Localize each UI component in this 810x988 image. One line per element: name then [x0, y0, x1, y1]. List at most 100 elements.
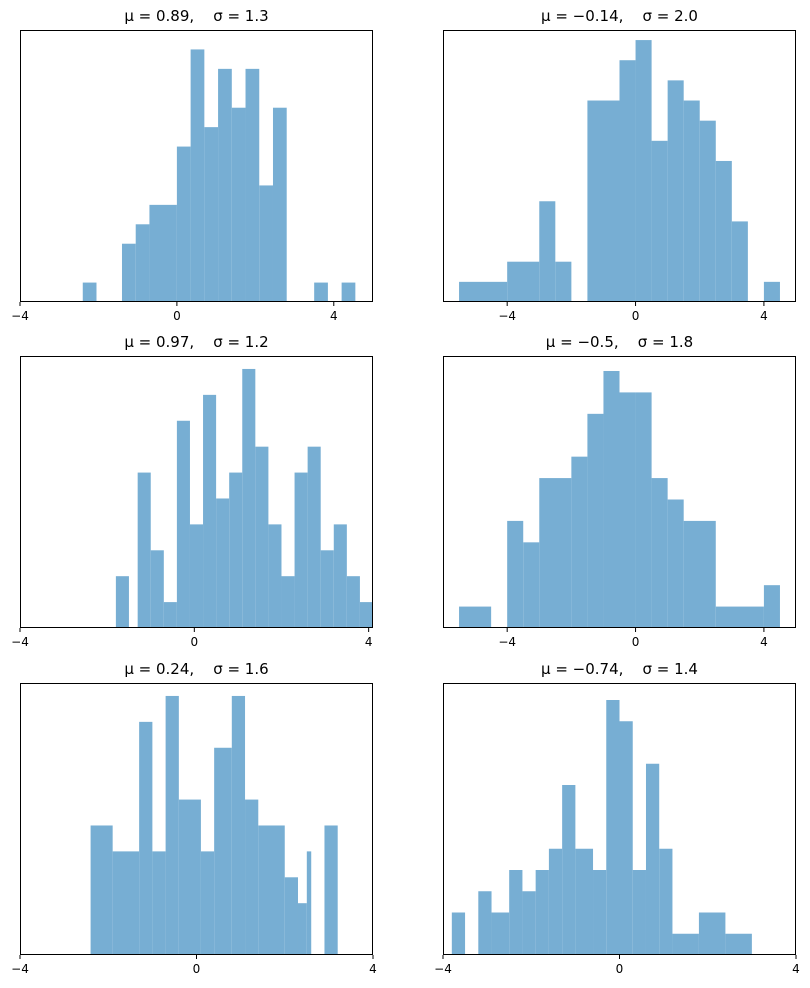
- histogram-bar: [619, 721, 633, 955]
- x-tick-label: 4: [330, 309, 338, 323]
- histogram-bar: [698, 912, 726, 955]
- histogram-bar: [245, 68, 260, 302]
- histogram-bar: [189, 524, 204, 628]
- x-tick-label: 4: [760, 309, 768, 323]
- histogram-bar: [667, 80, 684, 303]
- axes-frame: [443, 30, 796, 302]
- histogram-bar: [491, 912, 510, 955]
- histogram-bar: [258, 825, 285, 955]
- x-tick-label: 0: [191, 635, 199, 649]
- histogram-bar: [242, 368, 256, 628]
- x-tick-label: 0: [193, 962, 201, 976]
- histogram-bar: [763, 585, 780, 628]
- histogram-panel-5: −4 0 4 μ = 0.24, σ = 1.6: [11, 660, 377, 976]
- x-tick-label: 0: [632, 309, 640, 323]
- histogram-bar: [645, 763, 660, 955]
- histogram-bar: [731, 221, 748, 302]
- x-tick-label: −4: [11, 309, 29, 323]
- axes-frame: [20, 356, 373, 628]
- axes-frame: [443, 683, 796, 955]
- histogram-bar: [683, 520, 716, 628]
- histogram-bar: [359, 602, 373, 628]
- histogram-bar: [725, 933, 752, 955]
- x-tick-label: 4: [369, 962, 377, 976]
- histogram-bar: [281, 576, 295, 628]
- histogram-bar: [619, 60, 636, 302]
- chart-title: μ = 0.97, σ = 1.2: [124, 333, 268, 351]
- chart-title: μ = −0.14, σ = 2.0: [541, 7, 698, 25]
- histogram-bar: [346, 576, 360, 628]
- histogram-bar: [284, 877, 298, 955]
- x-tick-label: −4: [11, 635, 29, 649]
- histogram-bar: [165, 695, 179, 955]
- histogram-bar: [509, 870, 523, 955]
- histogram-bar: [231, 695, 246, 955]
- histogram-bar: [324, 825, 338, 955]
- histogram-bar: [555, 261, 572, 302]
- histogram-bar: [635, 40, 652, 302]
- histogram-bar: [603, 370, 620, 628]
- histogram-bar: [651, 478, 668, 628]
- histogram-bar: [306, 851, 312, 955]
- x-tick-label: −4: [11, 962, 29, 976]
- histogram-bar: [294, 472, 308, 628]
- x-tick-label: −4: [498, 635, 516, 649]
- histogram-bar: [150, 550, 164, 628]
- histogram-panel-2: −4 0 4 μ = −0.14, σ = 2.0: [443, 7, 796, 323]
- histogram-bar: [203, 394, 217, 628]
- histogram-bar: [672, 933, 699, 955]
- histogram-bar: [115, 576, 129, 628]
- histogram-bar: [200, 851, 215, 955]
- histogram-bar: [341, 282, 356, 302]
- histogram-bar: [539, 478, 572, 628]
- axes-frame: [20, 683, 373, 955]
- histogram-bar: [178, 799, 201, 955]
- histogram-bar: [651, 140, 668, 302]
- histogram-bar: [522, 891, 536, 955]
- histogram-bar: [667, 499, 684, 628]
- histogram-bar: [307, 446, 321, 628]
- histogram-bar: [606, 700, 620, 955]
- histogram-panel-4: −4 0 4 μ = −0.5, σ = 1.8: [443, 333, 796, 649]
- x-tick-label: 4: [760, 635, 768, 649]
- histogram-bar: [90, 825, 113, 955]
- x-tick-label: 0: [173, 309, 181, 323]
- histogram-bar: [632, 870, 646, 955]
- histogram-bar: [575, 848, 594, 955]
- histogram-bar: [320, 550, 334, 628]
- chart-title: μ = −0.5, σ = 1.8: [546, 333, 693, 351]
- histogram-bar: [699, 120, 716, 302]
- histogram-panel-3: −4 0 4 μ = 0.97, σ = 1.2: [11, 333, 373, 649]
- chart-title: μ = 0.89, σ = 1.3: [124, 7, 268, 25]
- histogram-bar: [176, 146, 191, 302]
- histogram-bar: [268, 524, 282, 628]
- histogram-bar: [523, 542, 540, 628]
- histogram-bar: [478, 891, 492, 955]
- x-tick-label: 0: [616, 962, 624, 976]
- histogram-bar: [535, 870, 549, 955]
- x-tick-label: −4: [498, 309, 516, 323]
- histogram-bar: [683, 100, 700, 303]
- histogram-bar: [214, 747, 232, 955]
- histogram-bar: [272, 107, 287, 303]
- histogram-bar: [149, 204, 177, 302]
- x-tick-label: 4: [365, 635, 373, 649]
- histogram-bar: [571, 456, 588, 628]
- histogram-bar: [204, 127, 219, 302]
- chart-title: μ = −0.74, σ = 1.4: [541, 660, 698, 678]
- histogram-bar: [137, 472, 151, 628]
- histogram-bar: [562, 785, 576, 955]
- histogram-bar: [231, 107, 246, 303]
- histogram-bar: [587, 100, 620, 303]
- x-tick-label: 0: [632, 635, 640, 649]
- histogram-bar: [459, 281, 508, 302]
- histogram-bar: [659, 848, 673, 955]
- histogram-bar: [245, 799, 259, 955]
- axes-frame: [443, 356, 796, 628]
- x-tick-label: 4: [792, 962, 800, 976]
- histogram-bar: [121, 243, 136, 302]
- histogram-bar: [715, 606, 764, 628]
- axes-frame: [20, 30, 373, 302]
- histogram-panel-6: −4 0 4 μ = −0.74, σ = 1.4: [434, 660, 800, 976]
